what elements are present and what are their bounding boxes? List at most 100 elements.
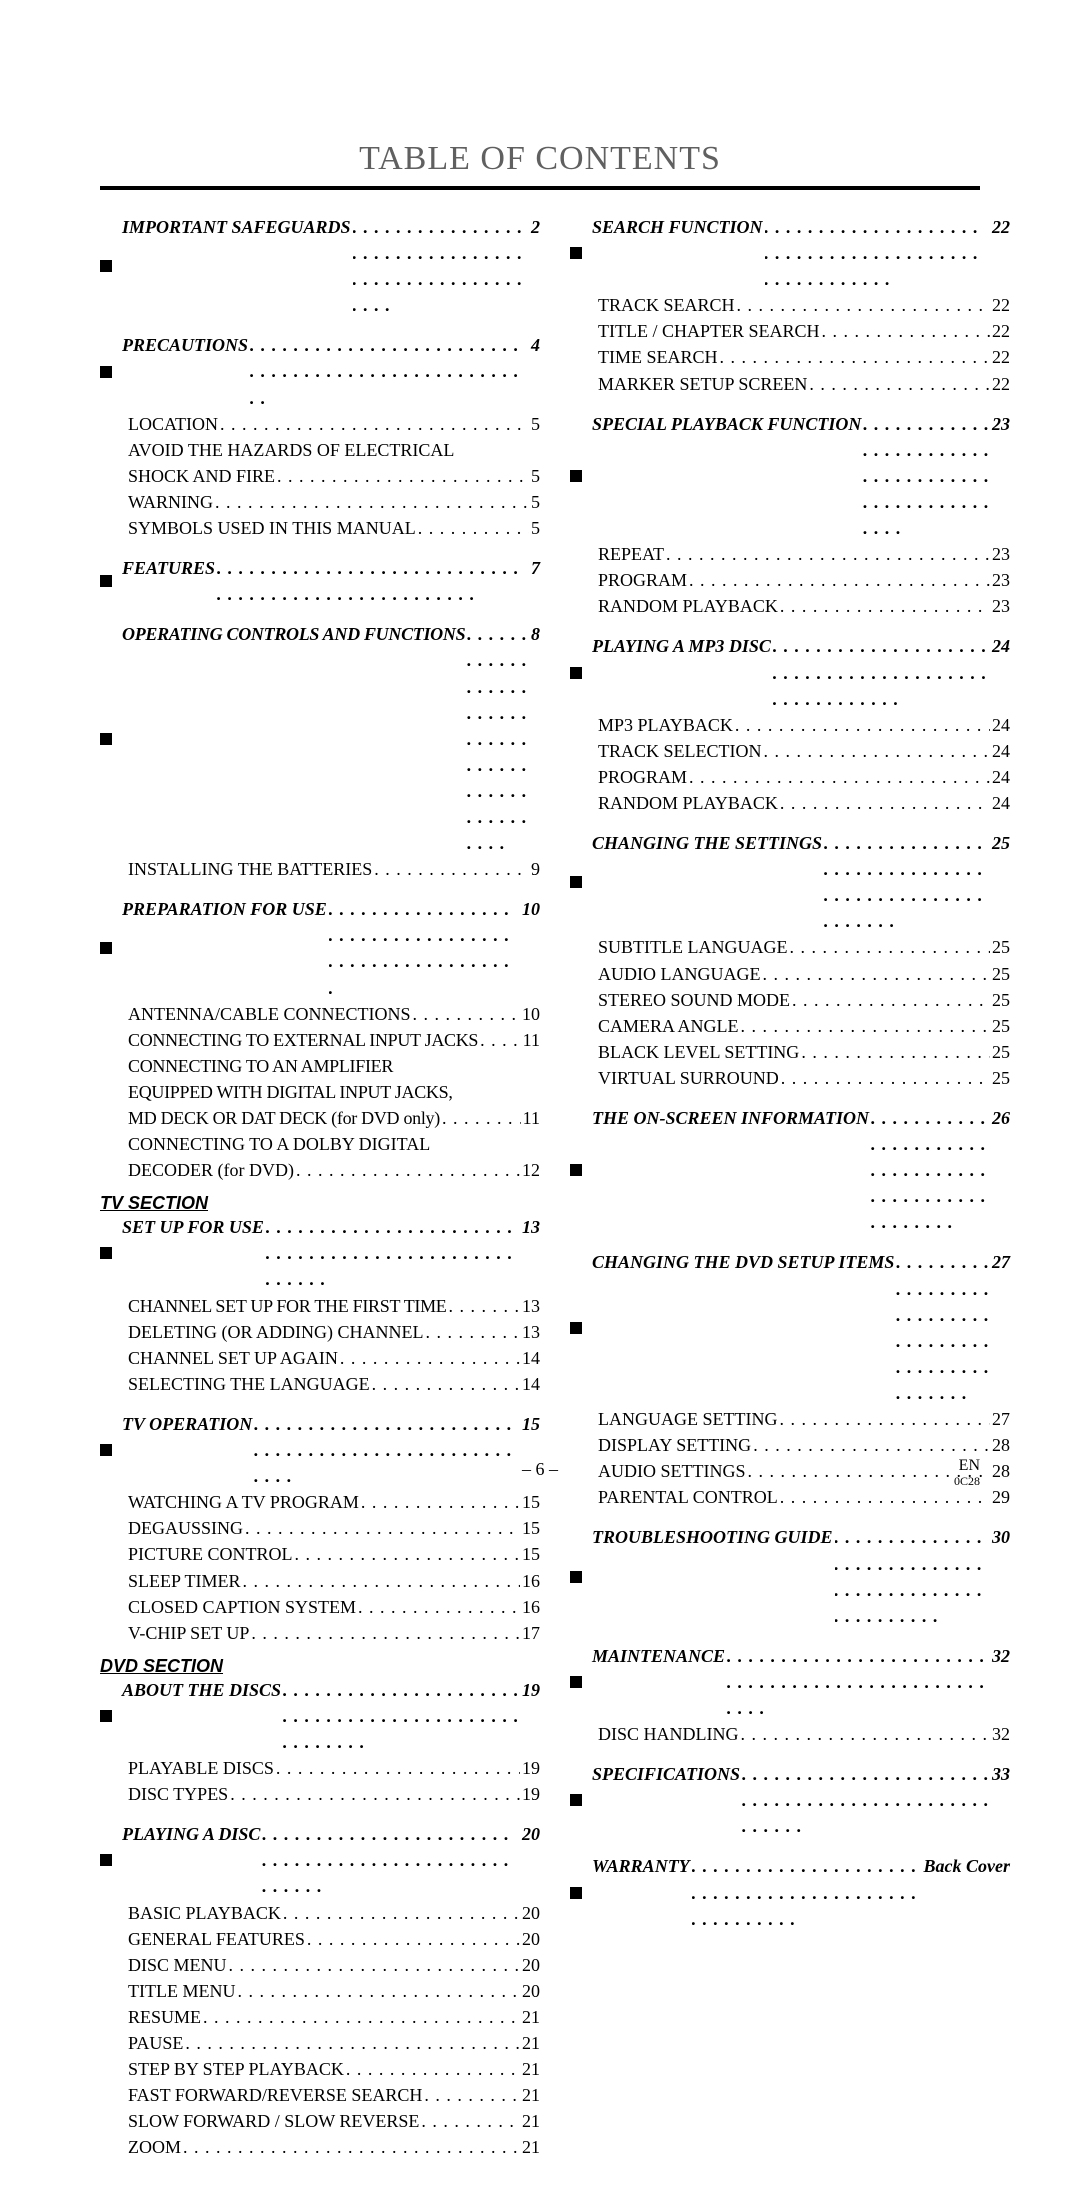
toc-sub-label: PROGRAM — [598, 764, 687, 790]
toc-page-number: 19 — [522, 1755, 540, 1781]
leader-dots — [689, 764, 990, 790]
toc-page-number: 33 — [992, 1761, 1010, 1787]
toc-sub-entry: SELECTING THE LANGUAGE14 — [100, 1371, 540, 1397]
toc-sub-entry: CONNECTING TO AN AMPLIFIEREQUIPPED WITH … — [100, 1053, 540, 1131]
square-bullet-icon — [570, 667, 582, 679]
toc-page-number: 15 — [522, 1515, 540, 1541]
toc-sub-label: MP3 PLAYBACK — [598, 712, 733, 738]
toc-heading-label: PREPARATION FOR USE — [122, 896, 327, 922]
leader-dots — [185, 2030, 520, 2056]
square-bullet-icon — [100, 1247, 112, 1259]
leader-dots — [809, 371, 990, 397]
toc-sub-entry: DELETING (OR ADDING) CHANNEL13 — [100, 1319, 540, 1345]
toc-sub-line: DECODER (for DVD) 12 — [128, 1157, 540, 1183]
toc-sub-line: CONNECTING TO A DOLBY DIGITAL — [128, 1131, 540, 1157]
toc-page-number: 15 — [522, 1411, 540, 1437]
toc-sub-label: TITLE MENU — [128, 1978, 235, 2004]
footer-code: 0C28 — [954, 1475, 980, 1488]
toc-sub-label: BASIC PLAYBACK — [128, 1900, 281, 1926]
leader-dots — [307, 1926, 520, 1952]
toc-section-heading: TROUBLESHOOTING GUIDE 30 — [570, 1524, 1010, 1628]
toc-sub-entry: CONNECTING TO A DOLBY DIGITALDECODER (fo… — [100, 1131, 540, 1183]
toc-sub-entry: MP3 PLAYBACK24 — [570, 712, 1010, 738]
toc-heading-label: MAINTENANCE — [592, 1643, 725, 1669]
toc-sub-entry: DISPLAY SETTING28 — [570, 1432, 1010, 1458]
toc-page-number: 9 — [531, 856, 540, 882]
toc-sub-label: STEREO SOUND MODE — [598, 987, 790, 1013]
leader-dots — [762, 961, 990, 987]
leader-dots — [896, 1249, 990, 1406]
leader-dots — [792, 987, 990, 1013]
toc-sub-label: DISC TYPES — [128, 1781, 228, 1807]
toc-sub-entry: TIME SEARCH22 — [570, 344, 1010, 370]
toc-page-number: 22 — [992, 318, 1010, 344]
toc-section-heading: SPECIFICATIONS33 — [570, 1761, 1010, 1839]
toc-section-heading: SET UP FOR USE13 — [100, 1214, 540, 1292]
toc-sub-entry: DISC TYPES19 — [100, 1781, 540, 1807]
toc-sub-label: CLOSED CAPTION SYSTEM — [128, 1594, 356, 1620]
toc-section-heading: PREPARATION FOR USE10 — [100, 896, 540, 1000]
toc-heading-label: TROUBLESHOOTING GUIDE — [592, 1524, 833, 1550]
toc-sub-entry: AVOID THE HAZARDS OF ELECTRICALSHOCK AND… — [100, 437, 540, 489]
toc-sub-entry: SYMBOLS USED IN THIS MANUAL5 — [100, 515, 540, 541]
toc-sub-entry: CAMERA ANGLE25 — [570, 1013, 1010, 1039]
toc-sub-entry: TRACK SELECTION24 — [570, 738, 1010, 764]
square-bullet-icon — [100, 942, 112, 954]
leader-dots — [424, 2082, 520, 2108]
leader-dots — [442, 1105, 521, 1131]
toc-page-number: 20 — [522, 1900, 540, 1926]
toc-section-heading: PLAYING A DISC20 — [100, 1821, 540, 1899]
toc-sub-label: MD DECK OR DAT DECK (for DVD only) — [128, 1105, 440, 1131]
toc-page-number: 23 — [992, 541, 1010, 567]
toc-sub-entry: INSTALLING THE BATTERIES9 — [100, 856, 540, 882]
leader-dots — [727, 1643, 990, 1721]
leader-dots — [742, 1761, 990, 1839]
toc-sub-entry: V-CHIP SET UP17 — [100, 1620, 540, 1646]
page-title: TABLE OF CONTENTS — [100, 140, 980, 178]
toc-section-heading: SPECIAL PLAYBACK FUNCTION23 — [570, 411, 1010, 541]
toc-page-number: 15 — [522, 1489, 540, 1515]
toc-sub-label: DECODER (for DVD) — [128, 1157, 294, 1183]
leader-dots — [835, 1524, 990, 1628]
toc-sub-label: FAST FORWARD/REVERSE SEARCH — [128, 2082, 422, 2108]
toc-heading-label: WARRANTY — [592, 1853, 690, 1879]
toc-sub-label: GENERAL FEATURES — [128, 1926, 305, 1952]
toc-page-number: 21 — [522, 2108, 540, 2134]
toc-page-number: 14 — [522, 1371, 540, 1397]
toc-section-heading: WARRANTYBack Cover — [570, 1853, 1010, 1931]
square-bullet-icon — [570, 876, 582, 888]
toc-page-number: 25 — [992, 987, 1010, 1013]
toc-sub-entry: PICTURE CONTROL15 — [100, 1541, 540, 1567]
toc-page-number: 12 — [522, 1157, 540, 1183]
toc-heading-label: FEATURES — [122, 555, 215, 581]
toc-sub-label: CONNECTING TO EXTERNAL INPUT JACKS — [128, 1027, 478, 1053]
square-bullet-icon — [100, 1710, 112, 1722]
square-bullet-icon — [570, 1164, 582, 1176]
toc-page-number: 32 — [992, 1643, 1010, 1669]
toc-page-number: 16 — [522, 1568, 540, 1594]
toc-page-number: 22 — [992, 292, 1010, 318]
toc-sub-label: TRACK SELECTION — [598, 738, 762, 764]
toc-page-number: 30 — [992, 1524, 1010, 1550]
toc-sub-label: VIRTUAL SURROUND — [598, 1065, 779, 1091]
toc-sub-entry: LANGUAGE SETTING27 — [570, 1406, 1010, 1432]
leader-dots — [720, 344, 990, 370]
toc-sub-entry: FAST FORWARD/REVERSE SEARCH21 — [100, 2082, 540, 2108]
toc-sub-entry: WATCHING A TV PROGRAM15 — [100, 1489, 540, 1515]
toc-page-number: 13 — [522, 1293, 540, 1319]
toc-sub-label: SLOW FORWARD / SLOW REVERSE — [128, 2108, 419, 2134]
toc-page-number: 25 — [992, 830, 1010, 856]
leader-dots — [741, 1721, 991, 1747]
toc-sub-entry: PROGRAM24 — [570, 764, 1010, 790]
toc-page-number: 5 — [531, 489, 540, 515]
toc-sub-label: SUBTITLE LANGUAGE — [598, 934, 787, 960]
leader-dots — [863, 411, 990, 541]
toc-section-heading: CHANGING THE SETTINGS25 — [570, 830, 1010, 934]
toc-page-number: 25 — [992, 1065, 1010, 1091]
toc-page-number: 29 — [992, 1484, 1010, 1510]
square-bullet-icon — [570, 1887, 582, 1899]
toc-sub-label: CHANNEL SET UP AGAIN — [128, 1345, 338, 1371]
leader-dots — [283, 1900, 520, 1926]
leader-dots — [372, 1371, 520, 1397]
toc-sub-entry: DISC HANDLING32 — [570, 1721, 1010, 1747]
